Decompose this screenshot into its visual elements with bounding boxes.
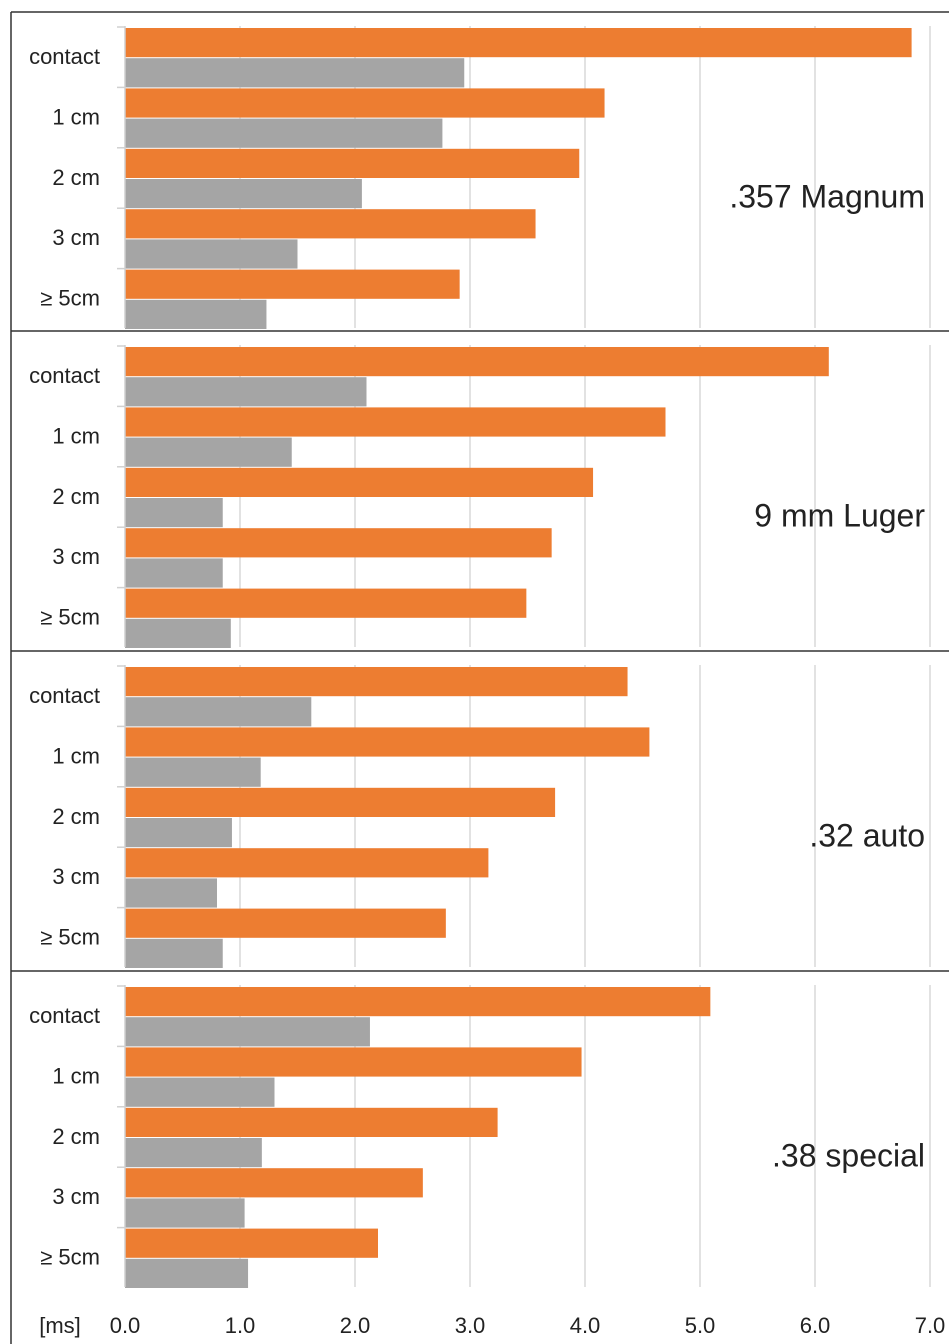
bar: [125, 467, 594, 497]
bar: [125, 148, 580, 178]
category-label: 1 cm: [52, 743, 100, 768]
bar: [125, 377, 367, 407]
bar: [125, 1138, 262, 1168]
bar: [125, 818, 232, 848]
bar: [125, 498, 223, 528]
bar: [125, 938, 223, 968]
bar: [125, 118, 443, 148]
category-label: 2 cm: [52, 484, 100, 509]
bar: [125, 848, 489, 878]
x-tick-label: 5.0: [685, 1313, 716, 1338]
x-tick-label: 4.0: [570, 1313, 601, 1338]
category-label: ≥ 5cm: [40, 605, 100, 630]
panel-title: 9 mm Luger: [754, 497, 925, 533]
bar: [125, 1168, 423, 1198]
bar: [125, 588, 527, 618]
bar: [125, 1077, 275, 1107]
bar: [125, 987, 711, 1017]
bar: [125, 528, 552, 558]
category-label: 3 cm: [52, 1184, 100, 1209]
category-label: 2 cm: [52, 165, 100, 190]
category-label: 1 cm: [52, 1063, 100, 1088]
panel-title: .357 Magnum: [729, 178, 925, 214]
bar: [125, 1047, 582, 1077]
bar: [125, 1017, 370, 1047]
panel-title: .32 auto: [809, 817, 925, 853]
bar: [125, 299, 267, 329]
bar: [125, 1228, 378, 1258]
category-label: 1 cm: [52, 104, 100, 129]
category-label: 3 cm: [52, 864, 100, 889]
category-label: ≥ 5cm: [40, 286, 100, 311]
category-label: ≥ 5cm: [40, 925, 100, 950]
bar: [125, 908, 446, 938]
bar: [125, 618, 231, 648]
x-tick-label: 1.0: [225, 1313, 256, 1338]
category-label: 3 cm: [52, 225, 100, 250]
category-label: contact: [29, 1003, 100, 1028]
x-axis-label: [ms]: [39, 1313, 81, 1338]
category-label: 1 cm: [52, 423, 100, 448]
bar: [125, 1107, 498, 1137]
bar: [125, 347, 829, 377]
bar: [125, 58, 465, 88]
bar: [125, 407, 666, 437]
bar: [125, 878, 217, 908]
category-label: contact: [29, 363, 100, 388]
bar: [125, 28, 912, 58]
bar: [125, 667, 628, 697]
bar: [125, 727, 650, 757]
bar: [125, 558, 223, 588]
category-label: 3 cm: [52, 544, 100, 569]
category-label: contact: [29, 44, 100, 69]
x-tick-label: 6.0: [800, 1313, 831, 1338]
category-label: 2 cm: [52, 804, 100, 829]
bar: [125, 239, 298, 269]
bar: [125, 88, 605, 118]
x-tick-label: 3.0: [455, 1313, 486, 1338]
x-tick-label: 7.0: [915, 1313, 946, 1338]
category-label: 2 cm: [52, 1124, 100, 1149]
bar: [125, 787, 556, 817]
x-tick-label: 2.0: [340, 1313, 371, 1338]
category-label: ≥ 5cm: [40, 1245, 100, 1270]
bar: [125, 757, 261, 787]
x-tick-label: 0.0: [110, 1313, 141, 1338]
bar: [125, 697, 312, 727]
bar: [125, 209, 536, 239]
bar: [125, 1198, 245, 1228]
panel-title: .38 special: [772, 1137, 925, 1173]
bar: [125, 179, 362, 209]
category-label: contact: [29, 683, 100, 708]
bar: [125, 269, 460, 299]
bar: [125, 1258, 249, 1288]
bar: [125, 437, 292, 467]
